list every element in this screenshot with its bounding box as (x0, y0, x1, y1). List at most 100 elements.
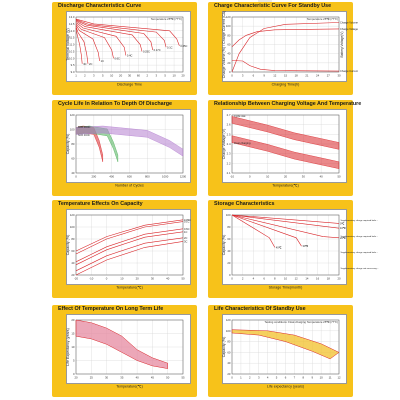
x-tick-label: 800 (145, 175, 150, 179)
chart-title: Life Characteristics Of Standby Use (214, 306, 306, 312)
x-tick-label: 12 (295, 277, 299, 281)
y-tick-label: 2.7 (227, 113, 231, 117)
series-label: 0.6C (114, 56, 120, 60)
x-tick-label: 200 (91, 175, 96, 179)
series-label: 40℃ (276, 245, 283, 249)
x-tick-label: 0 (231, 277, 233, 281)
x-tick-label: 10 (266, 175, 270, 179)
series-line (231, 214, 340, 229)
chart-svg: -10 0 10 20 30 40 50 2.7 2.6 2.5 2.4 2.3 2.2 2.1 Tempe… (222, 113, 341, 188)
series-label: 0.17C (154, 48, 161, 52)
series-line (75, 228, 184, 263)
x-tick-label: 24 (316, 74, 320, 78)
chart-svg: 0 200 400 600 800 1000 1200 120 100 80 60 40 Number … (66, 113, 187, 188)
y-tick-label: 10 (71, 345, 75, 349)
x-tick-label: 50 (181, 277, 185, 281)
y-tick-label: 120 (226, 15, 231, 19)
y-tick-label: 40 (71, 261, 75, 265)
chart-svg: -20 -10 0 10 20 30 40 50 120 100 80 60 40 20 Temperatu… (66, 213, 191, 290)
y-axis-label: Capacity (%) (66, 134, 70, 155)
y-tick-label: 0 (73, 372, 75, 376)
series-label: 3C (184, 239, 187, 243)
x-tick-label: 20 (284, 175, 288, 179)
axes-frame (231, 214, 340, 276)
chart-note: Temperature 25℃ (77°F) (307, 17, 338, 21)
y-tick-label: 2.5 (227, 132, 231, 136)
x-tick-label: 0 (106, 277, 108, 281)
x-tick-label: 60 (137, 74, 141, 78)
chart-note: Testing conditions: Float charging Tempe… (264, 320, 338, 324)
chart-svg: 20 25 30 35 40 45 50 5520151050Temperature(℃)Li… (66, 318, 185, 389)
series-label: 0.4C (127, 54, 133, 58)
x-tick-label: 0 (249, 175, 251, 179)
y-tick-label: 15 (71, 332, 75, 336)
chart-panel-standby_life: Life Characteristics Of Standby Use 0 1 2 3 4… (208, 305, 353, 397)
axes-frame (75, 114, 184, 174)
x-tick-label: 40 (136, 376, 140, 380)
series-label: 10℃ (340, 226, 347, 230)
series-line (75, 20, 153, 51)
y-tick-label: 80 (71, 142, 75, 146)
x-tick-label: 40 (320, 175, 324, 179)
series-label: 30℃ (303, 244, 310, 248)
chart-title: Discharge Characteristics Curve (58, 3, 142, 9)
series-band (231, 116, 340, 150)
x-tick-label: 20 (136, 277, 140, 281)
y-tick-label: 13.0 (69, 15, 75, 19)
series-label: 1C (101, 59, 104, 63)
series-line (231, 214, 276, 248)
y-axis-label: Capacity (%) (222, 235, 226, 256)
y-tick-label: 10.0 (69, 56, 75, 60)
x-axis-label: Temperature(℃) (272, 184, 299, 188)
series-label: 2C (89, 62, 92, 66)
axes-frame (75, 214, 184, 276)
series-line (231, 214, 340, 224)
series-label: 20℃ (340, 236, 347, 240)
y-tick-label: 9.5 (71, 63, 75, 67)
y-tick-label: 2.1 (227, 171, 231, 175)
series-line (75, 20, 143, 52)
y-tick-label: 20 (227, 372, 231, 376)
x-tick-label: 30 (302, 175, 306, 179)
series-label: 0.05C (184, 218, 191, 222)
y-tick-label: 80 (227, 340, 231, 344)
y-axis-label: Charge Volume (%) / Charge Current (CA) (222, 11, 226, 79)
chart-panel-temp_life: Effect Of Temperature On Long Term Life 2… (52, 305, 197, 397)
series-label: 0.1C (184, 220, 190, 224)
series-label: 0.25C (143, 49, 150, 53)
series-label: 0.05C (180, 44, 187, 48)
series-label: 1C (184, 230, 187, 234)
y-tick-label: 60 (227, 237, 231, 241)
chart-title: Relationship Between Charging Voltage An… (214, 101, 362, 107)
y-axis-label: Capacity (%) (66, 235, 70, 256)
x-tick-label: 1200 (180, 175, 187, 179)
x-tick-label: 3 (93, 74, 95, 78)
series-line (75, 22, 127, 56)
y-tick-label: 100 (226, 24, 231, 28)
x-tick-label: 16 (316, 277, 320, 281)
y-tick-label: 2.2 (227, 161, 231, 165)
y-tick-label: 20 (227, 61, 231, 65)
series-label: 2C (184, 236, 187, 240)
x-tick-label: 1 (240, 376, 242, 380)
y-tick-label: 2.3 (227, 152, 231, 156)
x-tick-label: 20 (119, 74, 123, 78)
chart-panel-discharge: Discharge Characteristics Curve 1 2 3 5 10 20 3… (52, 2, 197, 95)
x-tick-label: 15 (284, 74, 288, 78)
series-line (75, 25, 100, 62)
y-axis-label: Charge Voltage (V) (222, 129, 226, 160)
series-band (231, 329, 340, 360)
x-tick-label: 30 (151, 277, 155, 281)
series-label: Float charging (234, 141, 251, 145)
x-axis-label: Life expectancy (years) (267, 385, 304, 389)
x-tick-label: 30 (128, 74, 132, 78)
chart-title: Temperature Effects On Capacity (58, 201, 143, 207)
y-tick-label: 40 (227, 249, 231, 253)
x-tick-label: 18 (295, 74, 299, 78)
x-tick-label: 0 (75, 175, 77, 179)
series-line (231, 214, 340, 239)
chart-title: Cycle Life In Relation To Depth Of Disch… (58, 101, 173, 107)
x-tick-label: 3 (258, 376, 260, 380)
y-tick-label: 80 (227, 33, 231, 37)
